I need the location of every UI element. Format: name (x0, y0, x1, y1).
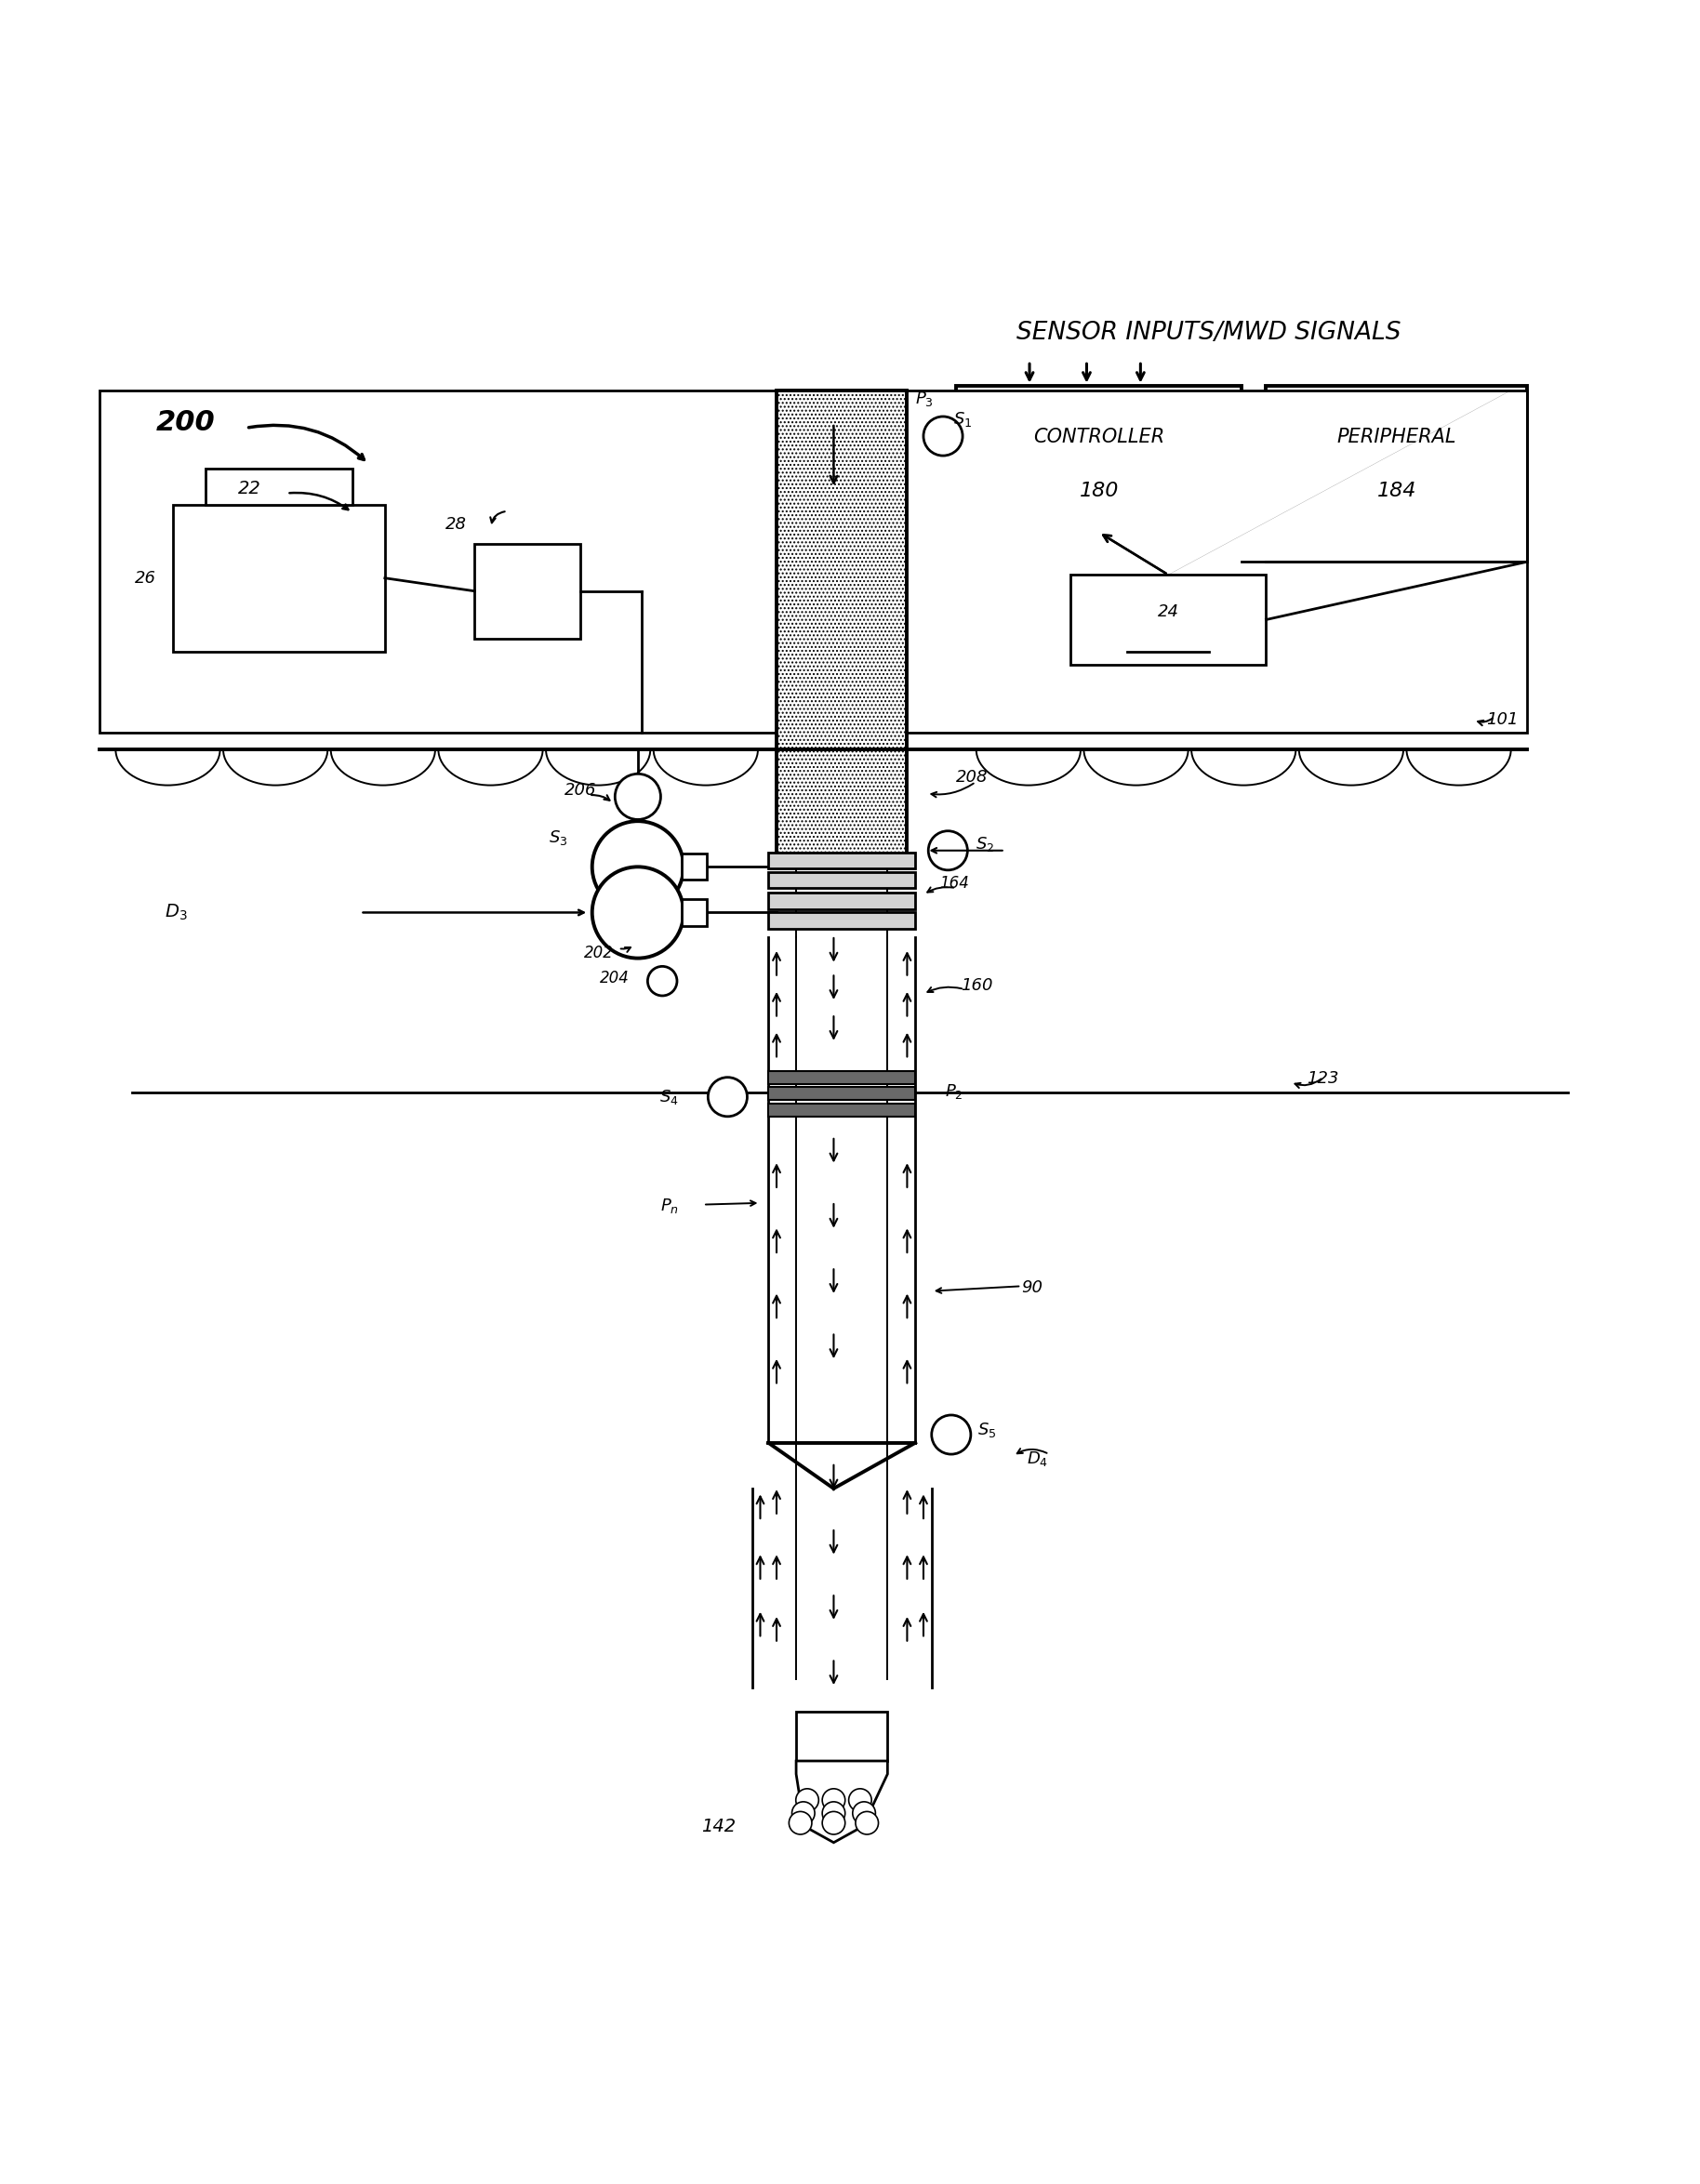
Circle shape (592, 867, 683, 959)
Circle shape (923, 417, 962, 456)
Text: 160: 160 (960, 978, 993, 994)
Bar (768, 913, 915, 928)
Text: 208: 208 (955, 769, 988, 786)
Text: 202: 202 (583, 946, 614, 961)
Circle shape (855, 1811, 879, 1835)
Text: $D_3$: $D_3$ (165, 902, 187, 922)
Text: 180: 180 (1080, 483, 1119, 500)
Bar (474, 544, 581, 638)
Bar (768, 1088, 915, 1101)
Text: $D_4$: $D_4$ (1027, 1450, 1047, 1468)
Circle shape (823, 1789, 845, 1811)
Text: $S_1$: $S_1$ (952, 411, 972, 428)
Text: $S_3$: $S_3$ (549, 828, 568, 847)
Bar (777, 391, 908, 863)
Text: $P_3$: $P_3$ (915, 389, 933, 408)
Text: 184: 184 (1377, 483, 1416, 500)
Text: PERIPHERAL: PERIPHERAL (1336, 428, 1457, 446)
Circle shape (796, 1789, 819, 1811)
Bar (955, 387, 1241, 533)
Text: $P_2$: $P_2$ (945, 1083, 962, 1101)
Text: 123: 123 (1307, 1070, 1340, 1088)
Circle shape (789, 1811, 813, 1835)
Text: 90: 90 (1022, 1280, 1042, 1295)
Bar (768, 852, 915, 869)
Bar (768, 1070, 915, 1083)
Circle shape (823, 1802, 845, 1824)
Circle shape (932, 1415, 971, 1455)
Circle shape (615, 773, 661, 819)
Bar (173, 505, 384, 651)
Text: $S_4$: $S_4$ (660, 1088, 678, 1105)
Text: 164: 164 (940, 876, 969, 891)
Circle shape (853, 1802, 875, 1824)
Text: 101: 101 (1486, 712, 1518, 727)
Bar (768, 893, 915, 909)
Bar (768, 871, 915, 889)
Circle shape (707, 1077, 748, 1116)
Circle shape (823, 1811, 845, 1835)
Text: CONTROLLER: CONTROLLER (1034, 428, 1164, 446)
Circle shape (648, 965, 677, 996)
Polygon shape (796, 1760, 887, 1843)
Text: 24: 24 (1158, 603, 1178, 620)
Circle shape (592, 821, 683, 913)
Circle shape (792, 1802, 814, 1824)
Text: SENSOR INPUTS/MWD SIGNALS: SENSOR INPUTS/MWD SIGNALS (1017, 321, 1401, 345)
Bar (206, 470, 352, 505)
Bar (796, 1712, 887, 1760)
Text: 206: 206 (564, 782, 597, 799)
Text: 142: 142 (700, 1817, 736, 1835)
Circle shape (848, 1789, 872, 1811)
Bar (1266, 387, 1527, 533)
Bar (682, 854, 707, 880)
Circle shape (928, 830, 967, 869)
Text: $S_2$: $S_2$ (976, 834, 994, 854)
Text: 22: 22 (238, 480, 262, 498)
Bar (1071, 574, 1266, 664)
Text: 28: 28 (445, 515, 466, 533)
Text: $S_5$: $S_5$ (977, 1420, 996, 1439)
Text: 26: 26 (134, 570, 156, 587)
Text: 200: 200 (156, 411, 216, 437)
Text: 204: 204 (600, 970, 629, 987)
Bar (99, 391, 1527, 734)
Bar (682, 900, 707, 926)
Text: $P_n$: $P_n$ (660, 1197, 678, 1216)
Bar (768, 1103, 915, 1116)
